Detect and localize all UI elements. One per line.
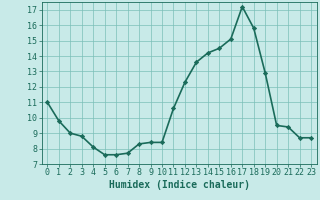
X-axis label: Humidex (Indice chaleur): Humidex (Indice chaleur) [109, 180, 250, 190]
